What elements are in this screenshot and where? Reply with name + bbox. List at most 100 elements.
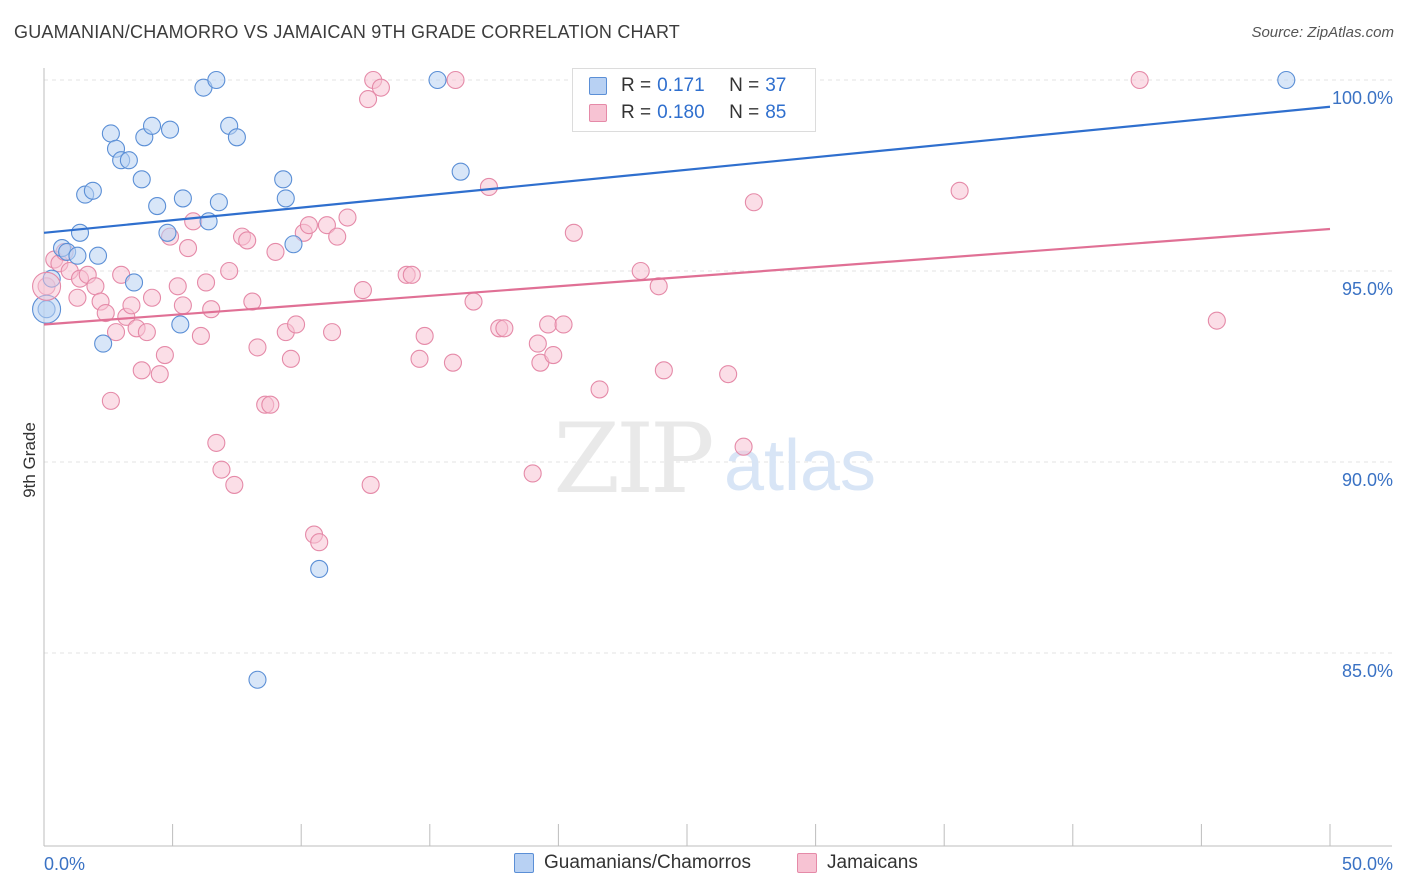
guamanian-point [124, 273, 144, 292]
legend-n-value: 37 [765, 75, 787, 96]
jamaican-point [317, 216, 336, 235]
guamanian-point [83, 181, 102, 200]
jamaican-point [554, 315, 573, 334]
jamaican-point [68, 288, 87, 307]
axes-layer [43, 68, 1392, 847]
jamaican-point [261, 395, 280, 414]
jamaican-point [402, 265, 421, 284]
jamaican-point [32, 271, 62, 301]
jamaican-point [353, 281, 372, 300]
legend-row-jamaicans: R = 0.180 N = 85 [589, 100, 786, 126]
jamaican-trend-line [43, 227, 1331, 326]
jamaican-point [310, 533, 329, 552]
legend-r-value: 0.171 [657, 75, 705, 96]
jamaican-point [479, 177, 499, 197]
y-tick-label: 90.0% [1342, 470, 1393, 490]
jamaican-point [446, 70, 465, 90]
jamaican-point [142, 288, 162, 307]
y-axis-title: 9th Grade [20, 422, 39, 498]
jamaican-point [443, 353, 462, 372]
jamaican-point [415, 326, 434, 345]
legend-swatch-blue [589, 77, 607, 95]
guamanian-point [1277, 70, 1296, 90]
guamanian-point [276, 189, 295, 208]
legend-r-label: R = [621, 102, 652, 123]
jamaican-point [410, 349, 429, 368]
labels-layer: 9th Grade 85.0% 90.0% 95.0% 100.0% 0.0% 50.0% [20, 88, 1393, 874]
jamaican-point [654, 361, 673, 380]
jamaican-point [323, 323, 342, 342]
jamaican-point [1207, 311, 1226, 330]
guamanian-point [227, 128, 246, 147]
jamaican-point [719, 365, 738, 384]
jamaican-point [207, 433, 226, 452]
jamaican-point [96, 303, 115, 323]
watermark-zip: ZIP [553, 403, 712, 515]
points-layer [32, 70, 1296, 689]
jamaican-point [359, 90, 378, 109]
watermark-atlas: atlas [724, 426, 876, 506]
jamaican-point [299, 216, 318, 235]
jamaican-point [950, 181, 969, 200]
jamaican-point [266, 242, 285, 261]
legend-item-jamaicans[interactable]: Jamaicans [797, 852, 918, 874]
jamaican-point [464, 292, 483, 311]
guamanian-point [207, 70, 226, 90]
legend-swatch-pink [589, 104, 607, 122]
jamaican-point [202, 300, 221, 319]
jamaican-point [590, 380, 609, 399]
grid-layer [44, 79, 1392, 654]
jamaican-point [528, 334, 547, 353]
guamanian-point [119, 151, 138, 170]
guamanian-trend-line [43, 105, 1331, 234]
jamaican-point [564, 223, 583, 242]
jamaican-point [539, 315, 558, 334]
watermark: ZIP atlas [553, 403, 876, 515]
guamanian-point [171, 315, 190, 334]
jamaican-point [86, 277, 105, 296]
jamaican-point [122, 296, 141, 315]
jamaican-point [371, 78, 390, 97]
jamaican-point [106, 323, 126, 342]
jamaican-point [287, 315, 306, 334]
guamanian-point [148, 197, 167, 216]
guamanian-point [284, 235, 303, 254]
chart-title: GUAMANIAN/CHAMORRO VS JAMAICAN 9TH GRADE… [14, 22, 681, 42]
jamaican-point [220, 261, 239, 281]
jamaican-point [744, 193, 763, 212]
trend-layer [43, 105, 1331, 326]
y-tick-label: 100.0% [1332, 88, 1393, 108]
legend-label-guamanians: Guamanians/Chamorros [544, 852, 751, 873]
jamaican-point [184, 212, 203, 231]
jamaican-point [495, 319, 514, 338]
jamaican-point [1130, 70, 1149, 90]
guamanian-point [88, 246, 108, 265]
jamaican-point [734, 437, 753, 456]
jamaican-point [544, 345, 563, 365]
jamaican-point [281, 349, 300, 368]
guamanian-point [160, 120, 180, 139]
jamaican-point [191, 326, 210, 345]
legend-row-guamanians: R = 0.171 N = 37 [589, 73, 786, 99]
jamaican-point [173, 296, 192, 315]
legend-swatch-pink [797, 853, 817, 873]
x-tick-label: 0.0% [44, 854, 85, 874]
legend-item-guamanians[interactable]: Guamanians/Chamorros [514, 852, 751, 874]
jamaican-point [155, 345, 174, 365]
jamaican-point [248, 338, 267, 357]
legend-swatch-blue [514, 853, 534, 873]
jamaican-point [137, 323, 156, 342]
jamaican-point [150, 365, 169, 384]
jamaican-point [196, 273, 216, 292]
jamaican-point [101, 391, 120, 410]
jamaican-point [178, 239, 198, 258]
series-legend: Guamanians/Chamorros Jamaicans [0, 850, 1406, 880]
guamanian-point [70, 223, 90, 242]
legend-n-value: 85 [765, 102, 787, 123]
legend-n-label: N = [729, 75, 760, 96]
y-tick-label: 95.0% [1342, 279, 1393, 299]
guamanian-point [209, 193, 228, 212]
x-tick-label: 50.0% [1342, 854, 1393, 874]
jamaican-point [338, 208, 357, 227]
